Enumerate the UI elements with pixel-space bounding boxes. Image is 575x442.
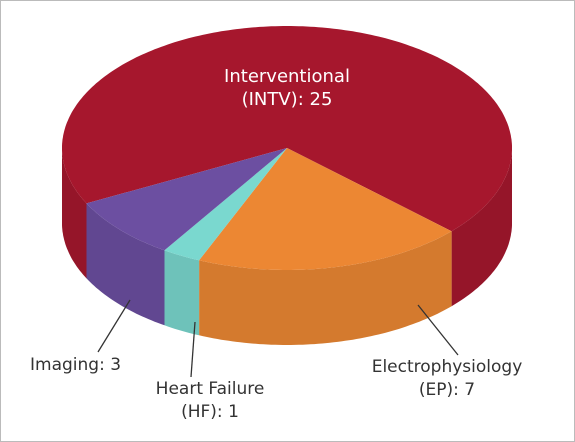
slice-top — [199, 148, 452, 270]
slice-side — [451, 148, 512, 307]
slice-top — [62, 26, 512, 232]
slice-side — [62, 148, 87, 279]
leader-line — [417, 304, 459, 356]
data-label: Heart Failure — [156, 379, 265, 399]
data-label: Interventional — [224, 66, 350, 87]
leader-line — [97, 299, 131, 353]
data-label: Imaging: 3 — [30, 355, 121, 375]
leader-line — [190, 321, 196, 378]
data-label: Electrophysiology — [372, 357, 523, 377]
slice-top — [86, 148, 287, 251]
slice-top — [164, 148, 287, 261]
slice-side — [86, 203, 165, 326]
data-label: (HF): 1 — [181, 402, 239, 422]
data-label: (EP): 7 — [419, 380, 475, 400]
slice-side — [164, 250, 200, 336]
data-label: (INTV): 25 — [242, 89, 333, 110]
slice-side — [199, 231, 452, 345]
